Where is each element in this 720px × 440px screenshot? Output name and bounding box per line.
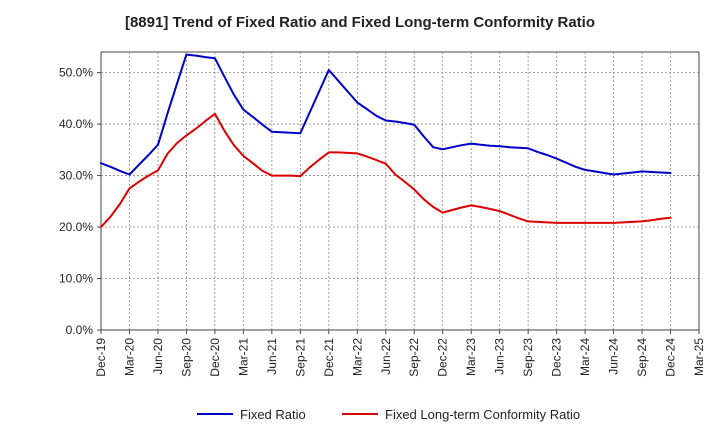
x-tick-label: Jun-21 [265, 338, 279, 375]
x-tick-label: Sep-21 [293, 338, 307, 377]
x-tick-label: Sep-22 [407, 338, 421, 377]
x-tick-label: Dec-19 [94, 338, 108, 377]
y-tick-label: 10.0% [59, 272, 93, 286]
legend-label: Fixed Ratio [240, 407, 306, 422]
fixed-ratio-line [100, 53, 672, 176]
x-tick-label: Sep-20 [179, 338, 193, 377]
x-tick-label: Dec-22 [436, 338, 450, 377]
x-tick-label: Jun-23 [493, 338, 507, 375]
y-tick-label: 0.0% [66, 323, 94, 337]
x-tick-label: Jun-20 [151, 338, 165, 375]
y-tick-label: 20.0% [59, 220, 93, 234]
plot-frame [100, 51, 700, 331]
y-tick-label: 50.0% [59, 66, 93, 80]
axis-layer: Dec-19 Mar-20 Jun-20 Sep-20 Dec-20 Mar-21 Jun-… [59, 66, 706, 377]
x-tick-label: Mar-20 [122, 338, 136, 376]
x-tick-label: Sep-24 [635, 338, 649, 377]
x-tick-label: Dec-24 [664, 338, 678, 377]
x-tick-label: Sep-23 [521, 338, 535, 377]
series-layer [100, 53, 672, 228]
x-tick-label: Dec-21 [322, 338, 336, 377]
x-tick-label: Mar-24 [578, 338, 592, 376]
fixed-long-term-conformity-ratio-line [100, 112, 672, 228]
x-tick-label: Mar-22 [350, 338, 364, 376]
x-tick-label: Mar-25 [692, 338, 706, 376]
x-tick-label: Dec-20 [208, 338, 222, 377]
x-tick-label: Mar-23 [464, 338, 478, 376]
grid-layer [100, 51, 700, 331]
x-tick-label: Dec-23 [550, 338, 564, 377]
y-tick-label: 30.0% [59, 169, 93, 183]
y-tick-label: 40.0% [59, 117, 93, 131]
chart-title: [8891] Trend of Fixed Ratio and Fixed Lo… [124, 14, 596, 31]
legend-label: Fixed Long-term Conformity Ratio [385, 407, 580, 422]
x-tick-label: Jun-22 [379, 338, 393, 375]
x-tick-label: Mar-21 [236, 338, 250, 376]
legend: Fixed Ratio Fixed Long-term Conformity Ra… [197, 407, 580, 422]
x-tick-label: Jun-24 [607, 338, 621, 375]
